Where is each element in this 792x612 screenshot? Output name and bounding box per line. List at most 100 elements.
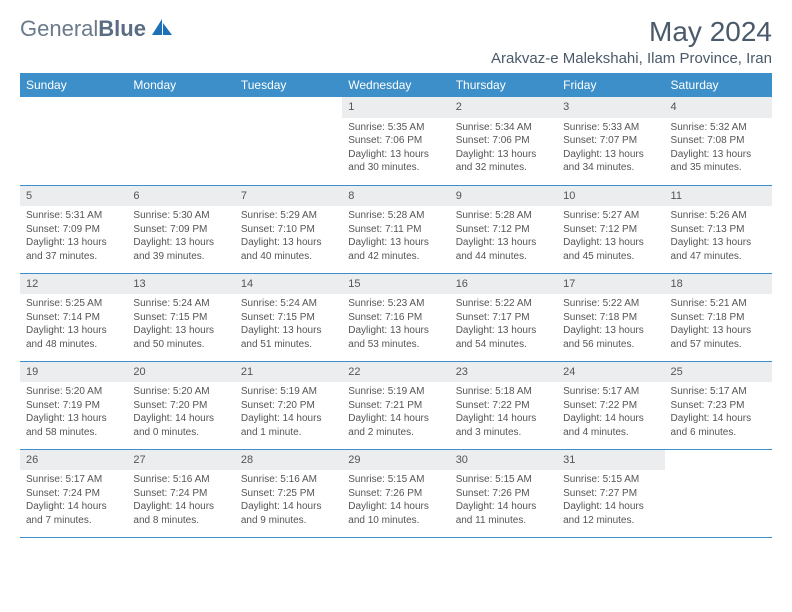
- day-body: Sunrise: 5:34 AMSunset: 7:06 PMDaylight:…: [450, 118, 557, 179]
- sunset-text: Sunset: 7:20 PM: [133, 399, 228, 413]
- day-body: Sunrise: 5:32 AMSunset: 7:08 PMDaylight:…: [665, 118, 772, 179]
- daylight-text: Daylight: 14 hours and 10 minutes.: [348, 500, 443, 527]
- day-body: Sunrise: 5:16 AMSunset: 7:24 PMDaylight:…: [127, 470, 234, 531]
- calendar-cell: 20Sunrise: 5:20 AMSunset: 7:20 PMDayligh…: [127, 361, 234, 449]
- title-block: May 2024 Arakvaz-e Malekshahi, Ilam Prov…: [491, 16, 772, 67]
- sunset-text: Sunset: 7:24 PM: [133, 487, 228, 501]
- sunrise-text: Sunrise: 5:32 AM: [671, 121, 766, 135]
- daylight-text: Daylight: 13 hours and 54 minutes.: [456, 324, 551, 351]
- calendar-cell: 10Sunrise: 5:27 AMSunset: 7:12 PMDayligh…: [557, 185, 664, 273]
- calendar-cell: 6Sunrise: 5:30 AMSunset: 7:09 PMDaylight…: [127, 185, 234, 273]
- sunrise-text: Sunrise: 5:19 AM: [241, 385, 336, 399]
- day-number: 10: [557, 186, 664, 207]
- day-body: Sunrise: 5:28 AMSunset: 7:11 PMDaylight:…: [342, 206, 449, 267]
- day-number: 5: [20, 186, 127, 207]
- sunset-text: Sunset: 7:26 PM: [456, 487, 551, 501]
- day-number: 1: [342, 97, 449, 118]
- sunset-text: Sunset: 7:15 PM: [133, 311, 228, 325]
- calendar-table: SundayMondayTuesdayWednesdayThursdayFrid…: [20, 73, 772, 538]
- day-body: Sunrise: 5:27 AMSunset: 7:12 PMDaylight:…: [557, 206, 664, 267]
- calendar-cell: 2Sunrise: 5:34 AMSunset: 7:06 PMDaylight…: [450, 97, 557, 185]
- day-body: Sunrise: 5:33 AMSunset: 7:07 PMDaylight:…: [557, 118, 664, 179]
- sunrise-text: Sunrise: 5:19 AM: [348, 385, 443, 399]
- sunset-text: Sunset: 7:26 PM: [348, 487, 443, 501]
- calendar-week: 19Sunrise: 5:20 AMSunset: 7:19 PMDayligh…: [20, 361, 772, 449]
- day-body: Sunrise: 5:24 AMSunset: 7:15 PMDaylight:…: [127, 294, 234, 355]
- sunrise-text: Sunrise: 5:17 AM: [563, 385, 658, 399]
- calendar-cell: 29Sunrise: 5:15 AMSunset: 7:26 PMDayligh…: [342, 449, 449, 537]
- daylight-text: Daylight: 14 hours and 12 minutes.: [563, 500, 658, 527]
- day-body: Sunrise: 5:19 AMSunset: 7:21 PMDaylight:…: [342, 382, 449, 443]
- sunrise-text: Sunrise: 5:15 AM: [348, 473, 443, 487]
- calendar-cell: 19Sunrise: 5:20 AMSunset: 7:19 PMDayligh…: [20, 361, 127, 449]
- day-number: 26: [20, 450, 127, 471]
- sunset-text: Sunset: 7:17 PM: [456, 311, 551, 325]
- day-body: Sunrise: 5:20 AMSunset: 7:20 PMDaylight:…: [127, 382, 234, 443]
- day-number: 20: [127, 362, 234, 383]
- daylight-text: Daylight: 13 hours and 50 minutes.: [133, 324, 228, 351]
- sunset-text: Sunset: 7:06 PM: [348, 134, 443, 148]
- daylight-text: Daylight: 13 hours and 30 minutes.: [348, 148, 443, 175]
- day-body: Sunrise: 5:20 AMSunset: 7:19 PMDaylight:…: [20, 382, 127, 443]
- weekday-header: Sunday: [20, 73, 127, 97]
- calendar-cell: 3Sunrise: 5:33 AMSunset: 7:07 PMDaylight…: [557, 97, 664, 185]
- sunset-text: Sunset: 7:09 PM: [26, 223, 121, 237]
- sunrise-text: Sunrise: 5:17 AM: [26, 473, 121, 487]
- daylight-text: Daylight: 13 hours and 44 minutes.: [456, 236, 551, 263]
- daylight-text: Daylight: 13 hours and 39 minutes.: [133, 236, 228, 263]
- calendar-cell: 7Sunrise: 5:29 AMSunset: 7:10 PMDaylight…: [235, 185, 342, 273]
- calendar-cell: 21Sunrise: 5:19 AMSunset: 7:20 PMDayligh…: [235, 361, 342, 449]
- sunrise-text: Sunrise: 5:15 AM: [456, 473, 551, 487]
- sunrise-text: Sunrise: 5:20 AM: [26, 385, 121, 399]
- day-number: 14: [235, 274, 342, 295]
- sunrise-text: Sunrise: 5:20 AM: [133, 385, 228, 399]
- sunrise-text: Sunrise: 5:23 AM: [348, 297, 443, 311]
- day-body: Sunrise: 5:16 AMSunset: 7:25 PMDaylight:…: [235, 470, 342, 531]
- sunrise-text: Sunrise: 5:17 AM: [671, 385, 766, 399]
- daylight-text: Daylight: 13 hours and 56 minutes.: [563, 324, 658, 351]
- day-number: 17: [557, 274, 664, 295]
- day-number: 21: [235, 362, 342, 383]
- daylight-text: Daylight: 13 hours and 42 minutes.: [348, 236, 443, 263]
- calendar-cell: 11Sunrise: 5:26 AMSunset: 7:13 PMDayligh…: [665, 185, 772, 273]
- daylight-text: Daylight: 13 hours and 53 minutes.: [348, 324, 443, 351]
- day-number: 9: [450, 186, 557, 207]
- sunrise-text: Sunrise: 5:35 AM: [348, 121, 443, 135]
- sunset-text: Sunset: 7:16 PM: [348, 311, 443, 325]
- calendar-cell: 24Sunrise: 5:17 AMSunset: 7:22 PMDayligh…: [557, 361, 664, 449]
- calendar-cell: [20, 97, 127, 185]
- day-body: Sunrise: 5:35 AMSunset: 7:06 PMDaylight:…: [342, 118, 449, 179]
- day-number: 6: [127, 186, 234, 207]
- daylight-text: Daylight: 13 hours and 48 minutes.: [26, 324, 121, 351]
- calendar-cell: 31Sunrise: 5:15 AMSunset: 7:27 PMDayligh…: [557, 449, 664, 537]
- calendar-cell: 8Sunrise: 5:28 AMSunset: 7:11 PMDaylight…: [342, 185, 449, 273]
- weekday-header: Friday: [557, 73, 664, 97]
- sunrise-text: Sunrise: 5:22 AM: [563, 297, 658, 311]
- calendar-cell: 13Sunrise: 5:24 AMSunset: 7:15 PMDayligh…: [127, 273, 234, 361]
- weekday-header: Monday: [127, 73, 234, 97]
- sunset-text: Sunset: 7:10 PM: [241, 223, 336, 237]
- day-number: 29: [342, 450, 449, 471]
- sunrise-text: Sunrise: 5:28 AM: [348, 209, 443, 223]
- sunset-text: Sunset: 7:08 PM: [671, 134, 766, 148]
- calendar-cell: 26Sunrise: 5:17 AMSunset: 7:24 PMDayligh…: [20, 449, 127, 537]
- sunrise-text: Sunrise: 5:28 AM: [456, 209, 551, 223]
- sunrise-text: Sunrise: 5:21 AM: [671, 297, 766, 311]
- sunset-text: Sunset: 7:15 PM: [241, 311, 336, 325]
- day-number: 24: [557, 362, 664, 383]
- sunset-text: Sunset: 7:12 PM: [563, 223, 658, 237]
- sunset-text: Sunset: 7:27 PM: [563, 487, 658, 501]
- day-number: 3: [557, 97, 664, 118]
- sunrise-text: Sunrise: 5:27 AM: [563, 209, 658, 223]
- sunset-text: Sunset: 7:11 PM: [348, 223, 443, 237]
- calendar-week: 1Sunrise: 5:35 AMSunset: 7:06 PMDaylight…: [20, 97, 772, 185]
- day-number: 15: [342, 274, 449, 295]
- daylight-text: Daylight: 14 hours and 9 minutes.: [241, 500, 336, 527]
- sunset-text: Sunset: 7:12 PM: [456, 223, 551, 237]
- daylight-text: Daylight: 13 hours and 51 minutes.: [241, 324, 336, 351]
- day-body: Sunrise: 5:15 AMSunset: 7:26 PMDaylight:…: [342, 470, 449, 531]
- sunrise-text: Sunrise: 5:25 AM: [26, 297, 121, 311]
- day-body: Sunrise: 5:18 AMSunset: 7:22 PMDaylight:…: [450, 382, 557, 443]
- calendar-cell: 18Sunrise: 5:21 AMSunset: 7:18 PMDayligh…: [665, 273, 772, 361]
- location-text: Arakvaz-e Malekshahi, Ilam Province, Ira…: [491, 50, 772, 67]
